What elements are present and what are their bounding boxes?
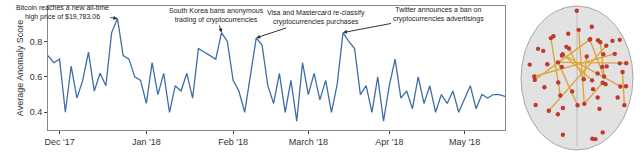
svg-text:May '18: May '18 [449, 137, 480, 147]
svg-text:Apr '18: Apr '18 [375, 137, 403, 147]
svg-text:Jan '18: Jan '18 [132, 137, 161, 147]
svg-text:Visa and Mastercard re-classif: Visa and Mastercard re-classifycryptocur… [267, 9, 365, 26]
svg-text:Dec '17: Dec '17 [44, 137, 74, 147]
svg-text:Feb '18: Feb '18 [218, 137, 248, 147]
svg-text:March '18: March '18 [289, 137, 328, 147]
svg-text:0.4: 0.4 [30, 107, 43, 117]
svg-text:0.6: 0.6 [30, 72, 43, 82]
svg-text:Bitcoin reaches a new all-time: Bitcoin reaches a new all-timehigh price… [16, 4, 109, 21]
svg-text:0.8: 0.8 [30, 37, 43, 47]
svg-text:Average Anomaly Score: Average Anomaly Score [15, 20, 25, 116]
svg-text:Twitter announces a ban oncryp: Twitter announces a ban oncryptocurrenci… [393, 6, 484, 23]
svg-text:South Korea bans anonymoustrad: South Korea bans anonymoustrading of cry… [169, 7, 264, 24]
